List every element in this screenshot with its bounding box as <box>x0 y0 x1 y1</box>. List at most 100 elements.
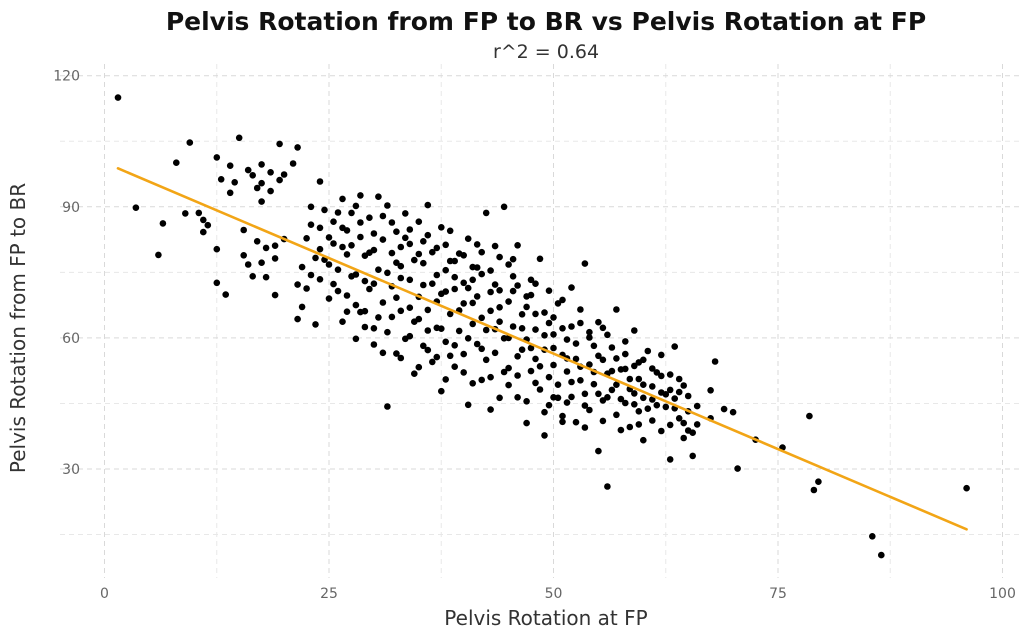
data-point <box>496 253 503 261</box>
data-point <box>487 406 494 413</box>
data-point <box>693 421 701 428</box>
x-tick-label: 25 <box>320 586 338 602</box>
data-point <box>402 210 409 217</box>
data-point <box>554 381 562 389</box>
data-point <box>361 277 369 285</box>
data-point <box>581 424 589 431</box>
data-point <box>478 270 486 278</box>
data-point <box>523 293 530 300</box>
data-point <box>420 281 427 289</box>
data-point <box>599 417 607 425</box>
data-point <box>622 399 629 407</box>
data-point <box>541 309 548 316</box>
data-point <box>442 376 450 383</box>
data-point <box>294 144 301 151</box>
data-point <box>464 401 472 409</box>
y-tick-label: 90 <box>62 200 80 216</box>
x-tick-label: 75 <box>769 586 787 602</box>
data-point <box>231 179 238 186</box>
data-point <box>226 189 234 197</box>
data-point <box>200 228 207 236</box>
data-point <box>707 387 714 394</box>
data-point <box>523 398 530 405</box>
data-point <box>186 139 194 146</box>
data-point <box>550 344 557 352</box>
data-point <box>509 287 517 295</box>
data-point <box>271 242 279 249</box>
data-point <box>680 382 687 389</box>
data-point <box>424 201 432 209</box>
data-point <box>397 307 405 315</box>
data-point <box>217 176 225 183</box>
data-point <box>267 169 274 176</box>
data-point <box>487 288 494 296</box>
data-point <box>617 426 625 434</box>
data-point <box>532 355 539 363</box>
data-point <box>411 370 418 378</box>
data-point <box>608 386 616 394</box>
data-point <box>375 314 382 321</box>
data-point <box>420 259 427 267</box>
data-point <box>815 478 822 486</box>
data-point <box>451 285 459 293</box>
data-point <box>640 436 647 444</box>
data-point <box>586 334 593 341</box>
data-point <box>666 386 674 394</box>
data-point <box>253 184 261 192</box>
data-point <box>810 486 818 494</box>
data-point <box>451 273 459 281</box>
data-point <box>644 347 652 355</box>
data-point <box>689 452 696 460</box>
data-point <box>545 319 553 327</box>
data-point <box>361 323 369 331</box>
data-point <box>424 306 432 314</box>
data-point <box>631 362 638 370</box>
data-point <box>554 300 562 307</box>
data-point <box>411 256 418 264</box>
data-point <box>379 349 387 357</box>
data-point <box>200 216 207 224</box>
data-point <box>397 274 405 282</box>
data-point <box>482 356 490 364</box>
data-point <box>514 242 521 249</box>
data-point <box>388 249 396 257</box>
chart-subtitle: r^2 = 0.64 <box>493 41 599 63</box>
data-point <box>438 325 445 333</box>
chart-title: Pelvis Rotation from FP to BR vs Pelvis … <box>166 7 926 36</box>
data-point <box>963 484 970 492</box>
data-point <box>473 241 481 248</box>
data-point <box>316 245 324 253</box>
data-point <box>343 308 351 316</box>
data-point <box>271 291 279 299</box>
data-point <box>720 405 728 413</box>
data-point <box>671 343 678 350</box>
data-point <box>433 353 441 361</box>
data-point <box>455 327 463 335</box>
data-point <box>675 415 683 422</box>
data-point <box>729 408 737 416</box>
data-point <box>352 335 360 343</box>
data-point <box>532 280 539 288</box>
data-point <box>442 288 450 295</box>
data-point <box>330 218 337 225</box>
data-point <box>640 381 647 389</box>
data-point <box>541 332 548 339</box>
data-point <box>518 325 526 332</box>
data-point <box>429 280 436 288</box>
data-point <box>608 367 616 375</box>
data-point <box>334 266 342 274</box>
data-point <box>424 346 432 354</box>
data-point <box>878 551 885 559</box>
data-point <box>666 456 674 463</box>
data-point <box>249 172 256 179</box>
data-point <box>581 402 589 409</box>
data-point <box>307 203 315 211</box>
data-point <box>595 447 602 455</box>
data-point <box>393 259 400 267</box>
data-point <box>343 227 351 234</box>
data-point <box>348 209 355 217</box>
x-tick-label: 50 <box>545 586 563 602</box>
data-point <box>469 276 477 284</box>
data-point <box>289 160 297 167</box>
